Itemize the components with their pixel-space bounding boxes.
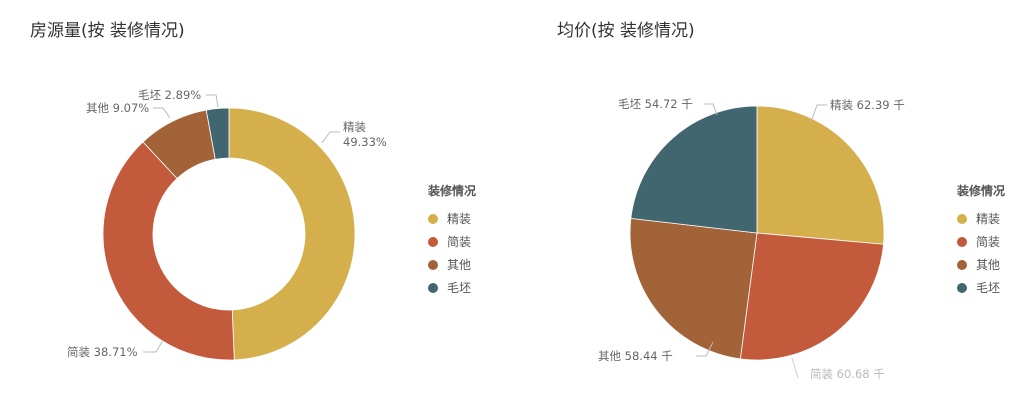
left-legend: 装修情况 精装 简装 其他 毛坯 <box>428 182 476 299</box>
pie-chart: 精装 62.39 千 毛坯 54.72 千 其他 58.44 千 简装 60.6… <box>598 97 905 381</box>
legend-item-maopi[interactable]: 毛坯 <box>957 276 1005 299</box>
legend-dot-icon <box>428 282 438 293</box>
leader-line <box>810 104 827 123</box>
legend-item-qita[interactable]: 其他 <box>428 253 476 276</box>
donut-chart: 精装 49.33% 简装 38.71% 其他 9.07% 毛坯 2.89% <box>67 88 387 361</box>
legend-dot-icon <box>957 259 967 270</box>
leader-line <box>704 103 718 116</box>
legend-dot-icon <box>957 213 967 224</box>
legend-dot-icon <box>428 236 438 247</box>
right-legend: 装修情况 精装 简装 其他 毛坯 <box>957 182 1005 299</box>
slice-1[interactable] <box>102 141 235 361</box>
legend-dot-icon <box>957 236 967 247</box>
label-jingzhuang-name: 精装 <box>343 120 366 134</box>
leader-line <box>321 131 340 144</box>
legend-item-jingzhuang[interactable]: 精装 <box>957 207 1005 230</box>
slice-2[interactable] <box>629 217 758 360</box>
label-jianzhuang: 简装 60.68 千 <box>810 367 885 381</box>
legend-dot-icon <box>428 213 438 224</box>
slice-3[interactable] <box>205 107 230 160</box>
leader-line <box>153 107 171 119</box>
right-chart-title: 均价(按 装修情况) <box>557 21 695 41</box>
left-chart-panel: 房源量(按 装修情况) 精装 49.33% 简装 38.71% 其他 9.07%… <box>30 21 476 361</box>
slice-1[interactable] <box>739 232 884 361</box>
legend-item-jianzhuang[interactable]: 简装 <box>428 230 476 253</box>
slice-3[interactable] <box>630 105 758 234</box>
legend-item-qita[interactable]: 其他 <box>957 253 1005 276</box>
label-jingzhuang: 精装 62.39 千 <box>830 98 905 112</box>
leader-line <box>206 94 219 108</box>
legend-title: 装修情况 <box>957 184 1006 198</box>
legend-title: 装修情况 <box>428 184 477 198</box>
legend-item-jianzhuang[interactable]: 简装 <box>957 230 1005 253</box>
slice-0[interactable] <box>228 107 356 361</box>
leader-line <box>696 341 714 357</box>
left-chart-title: 房源量(按 装修情况) <box>30 21 185 41</box>
right-chart-panel: 均价(按 装修情况) 精装 62.39 千 毛坯 54.72 千 其他 58.4… <box>520 0 1023 402</box>
label-qita: 其他 9.07% <box>86 101 149 115</box>
leader-line <box>143 339 164 353</box>
label-jianzhuang: 简装 38.71% <box>67 345 138 359</box>
label-jingzhuang-value: 49.33% <box>343 135 387 149</box>
label-qita: 其他 58.44 千 <box>598 349 673 363</box>
label-maopi: 毛坯 54.72 千 <box>618 97 693 111</box>
label-maopi: 毛坯 2.89% <box>138 88 201 102</box>
legend-item-maopi[interactable]: 毛坯 <box>428 276 476 299</box>
legend-dot-icon <box>957 282 967 293</box>
legend-item-jingzhuang[interactable]: 精装 <box>428 207 476 230</box>
slice-0[interactable] <box>756 105 885 245</box>
leader-line <box>791 357 799 379</box>
legend-dot-icon <box>428 259 438 270</box>
